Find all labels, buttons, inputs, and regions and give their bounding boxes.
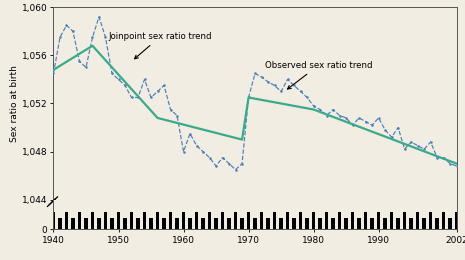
- Bar: [130, 212, 133, 229]
- Bar: [175, 218, 179, 229]
- Bar: [65, 212, 68, 229]
- Bar: [403, 212, 406, 229]
- Bar: [71, 218, 75, 229]
- Bar: [370, 218, 374, 229]
- Bar: [292, 218, 296, 229]
- Bar: [221, 212, 224, 229]
- Bar: [214, 218, 218, 229]
- Text: Observed sex ratio trend: Observed sex ratio trend: [265, 61, 372, 89]
- Bar: [364, 212, 367, 229]
- Bar: [91, 212, 94, 229]
- Bar: [338, 212, 341, 229]
- Text: Joinpoint sex ratio trend: Joinpoint sex ratio trend: [109, 32, 212, 59]
- Bar: [253, 218, 257, 229]
- Bar: [104, 212, 107, 229]
- Bar: [429, 212, 432, 229]
- Bar: [357, 218, 361, 229]
- Bar: [52, 212, 55, 229]
- Bar: [195, 212, 198, 229]
- Bar: [286, 212, 289, 229]
- Bar: [260, 212, 263, 229]
- Bar: [344, 218, 348, 229]
- Bar: [306, 218, 309, 229]
- Bar: [416, 212, 419, 229]
- Bar: [149, 218, 153, 229]
- Bar: [351, 212, 354, 229]
- Bar: [383, 218, 387, 229]
- Bar: [97, 218, 101, 229]
- Bar: [162, 218, 166, 229]
- Bar: [299, 212, 302, 229]
- Bar: [156, 212, 159, 229]
- Bar: [169, 212, 173, 229]
- Bar: [227, 218, 231, 229]
- Bar: [201, 218, 205, 229]
- Bar: [273, 212, 276, 229]
- Bar: [84, 218, 88, 229]
- Bar: [442, 212, 445, 229]
- Bar: [247, 212, 250, 229]
- Bar: [318, 218, 322, 229]
- Bar: [58, 218, 62, 229]
- Bar: [123, 218, 127, 229]
- Bar: [435, 218, 439, 229]
- Bar: [240, 218, 244, 229]
- Bar: [266, 218, 270, 229]
- Bar: [182, 212, 186, 229]
- Bar: [78, 212, 81, 229]
- Bar: [422, 218, 426, 229]
- Bar: [143, 212, 146, 229]
- Bar: [409, 218, 413, 229]
- Bar: [136, 218, 140, 229]
- Bar: [188, 218, 192, 229]
- Bar: [325, 212, 328, 229]
- Bar: [448, 218, 452, 229]
- Bar: [390, 212, 393, 229]
- Bar: [455, 212, 458, 229]
- Bar: [279, 218, 283, 229]
- Bar: [312, 212, 315, 229]
- Bar: [117, 212, 120, 229]
- Bar: [396, 218, 400, 229]
- Bar: [208, 212, 211, 229]
- Bar: [110, 218, 114, 229]
- Bar: [377, 212, 380, 229]
- Bar: [331, 218, 335, 229]
- Y-axis label: Sex ratio at birth: Sex ratio at birth: [10, 65, 19, 142]
- Bar: [234, 212, 237, 229]
